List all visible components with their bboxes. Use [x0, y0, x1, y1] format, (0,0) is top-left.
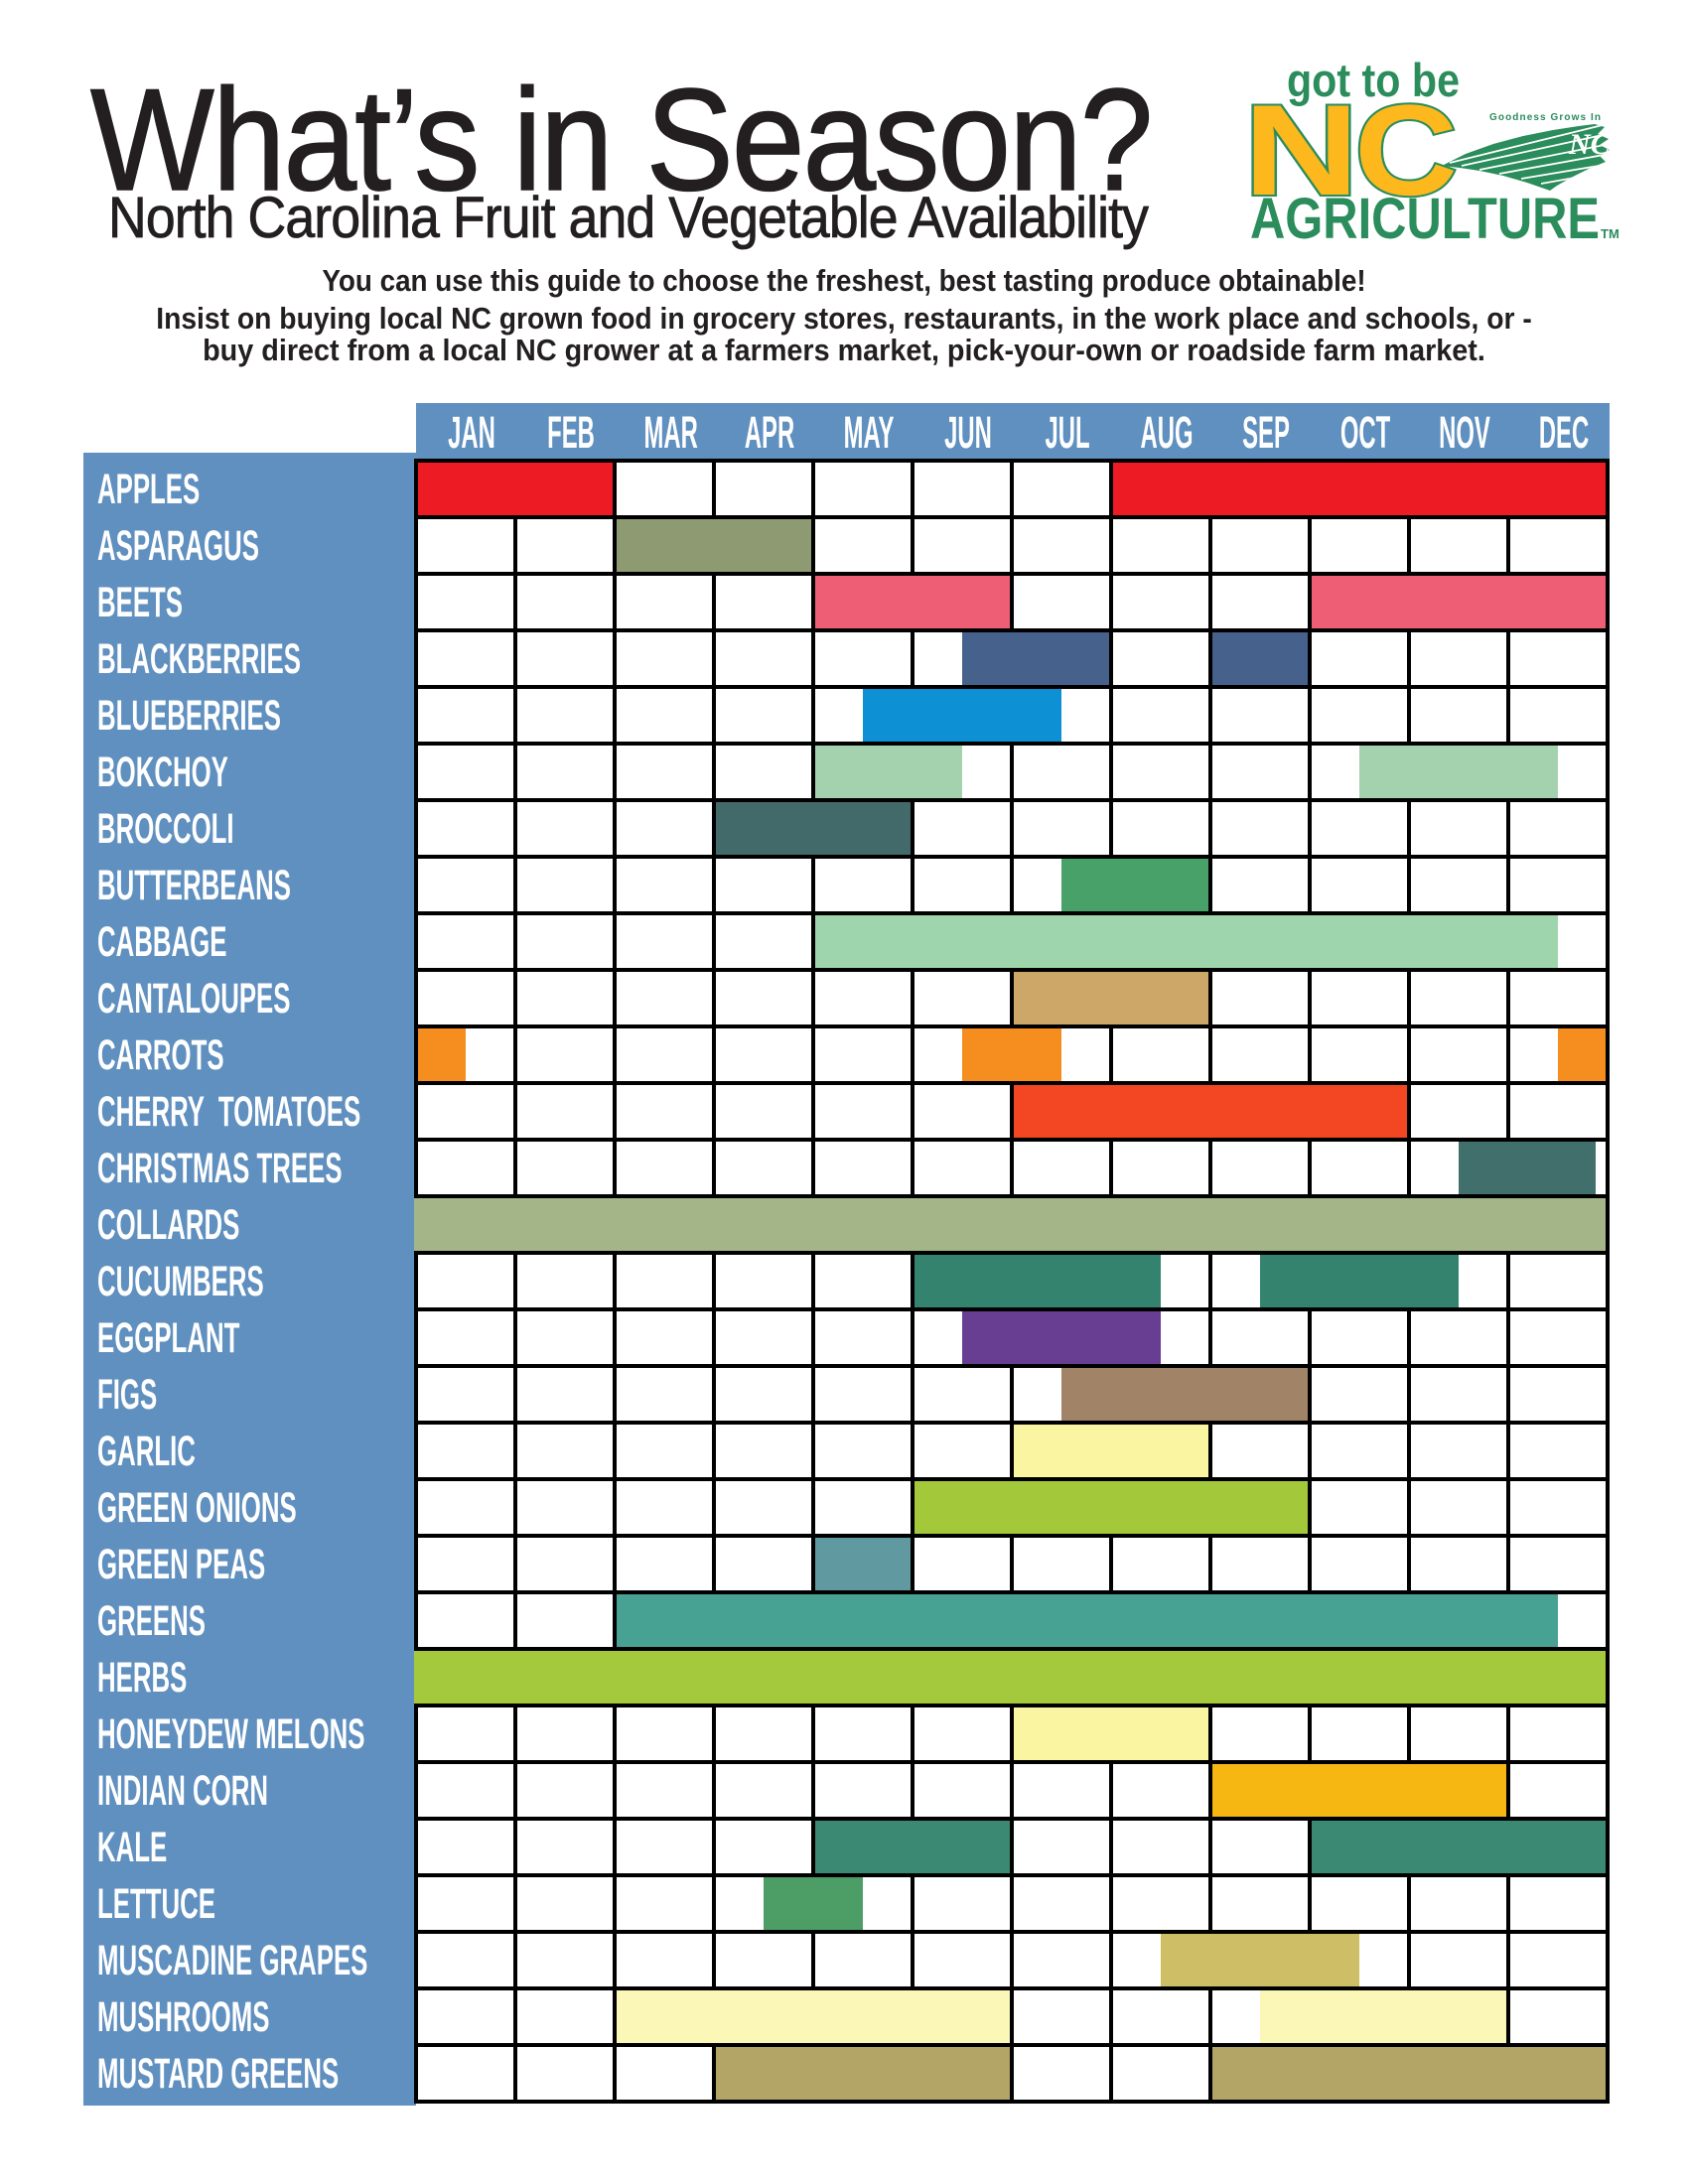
svg-text:N: N [1243, 77, 1359, 222]
svg-text:AGRICULTURE: AGRICULTURE [1250, 187, 1600, 251]
svg-text:TM: TM [1601, 226, 1619, 241]
svg-text:Goodness Grows In: Goodness Grows In [1489, 112, 1601, 123]
svg-text:NC: NC [1568, 128, 1612, 161]
svg-text:C: C [1354, 77, 1458, 222]
svg-text:got to be: got to be [1287, 55, 1460, 106]
